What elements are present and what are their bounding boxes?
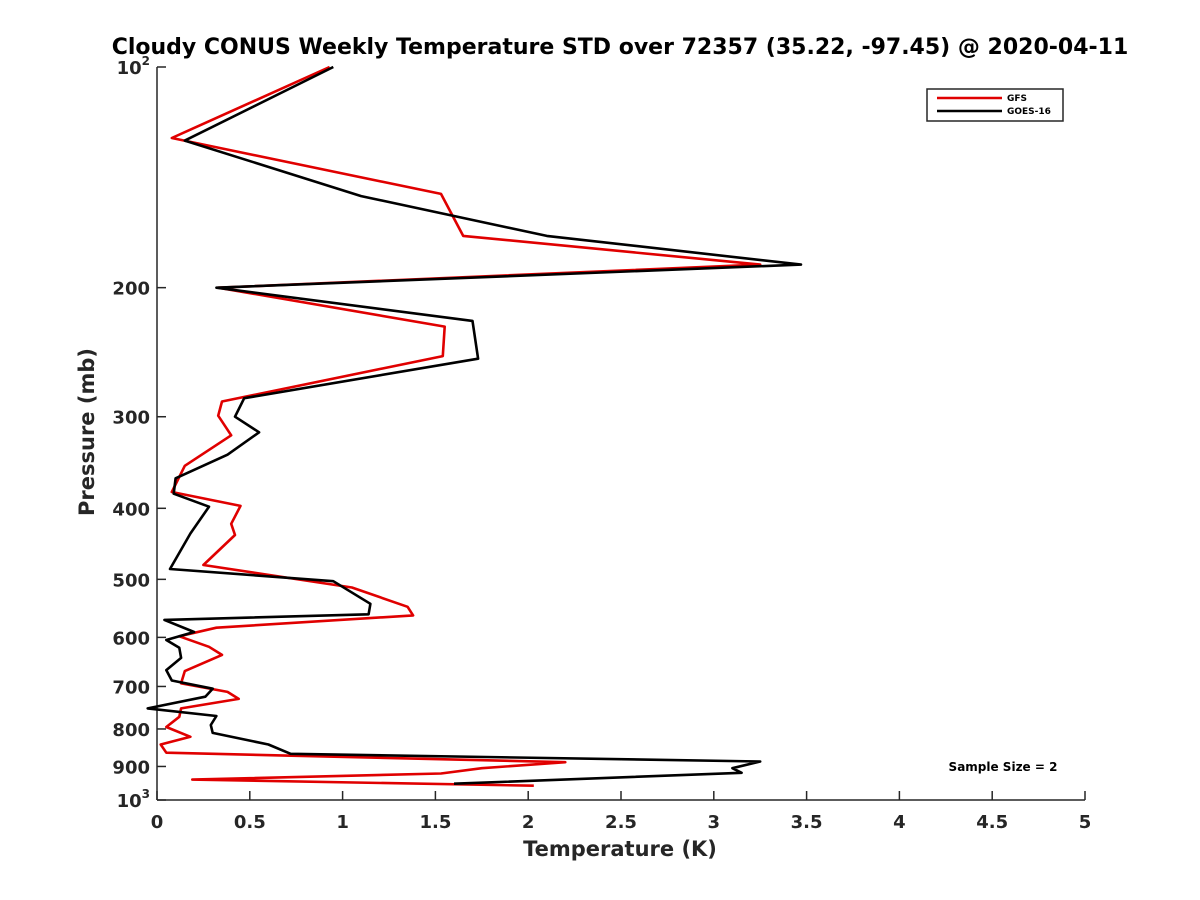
y-axis-label: Pressure (mb) <box>75 348 99 516</box>
chart-title: Cloudy CONUS Weekly Temperature STD over… <box>112 35 1129 60</box>
sample-size-annotation: Sample Size = 2 <box>949 760 1058 774</box>
x-tick-label: 1 <box>336 812 349 833</box>
y-tick-label: 900 <box>112 757 150 778</box>
x-tick-label: 4.5 <box>976 812 1008 833</box>
series-line-goes-16 <box>146 65 803 785</box>
plot-area: 0 0.5 1 1.5 2 2.5 3 3.5 4 4.5 5 102 200 300 400 500 600 7… <box>112 54 1091 833</box>
y-tick-label: 103 <box>117 787 150 812</box>
y-tick-label: 800 <box>112 720 150 741</box>
y-tick-label: 500 <box>112 570 150 591</box>
x-tick-label: 0 <box>151 812 164 833</box>
legend-label-goes-16: GOES-16 <box>1007 107 1051 117</box>
x-tick-label: 5 <box>1079 812 1092 833</box>
legend-label-gfs: GFS <box>1007 94 1027 104</box>
x-tick-label: 2 <box>522 812 535 833</box>
y-tick-label: 102 <box>117 54 150 79</box>
y-tick-label: 300 <box>112 408 150 429</box>
y-tick-label: 200 <box>112 279 150 300</box>
x-tick-label: 4 <box>893 812 906 833</box>
x-tick-label: 3 <box>708 812 721 833</box>
x-axis-label: Temperature (K) <box>523 837 717 861</box>
legend-box <box>926 88 1064 122</box>
series-line-gfs <box>159 65 762 787</box>
x-tick-label: 3.5 <box>791 812 823 833</box>
y-tick-label: 400 <box>112 499 150 520</box>
x-tick-label: 0.5 <box>234 812 266 833</box>
y-tick-label: 700 <box>112 677 150 698</box>
x-tick-label: 1.5 <box>419 812 451 833</box>
x-tick-label: 2.5 <box>605 812 637 833</box>
y-tick-label: 600 <box>112 628 150 649</box>
